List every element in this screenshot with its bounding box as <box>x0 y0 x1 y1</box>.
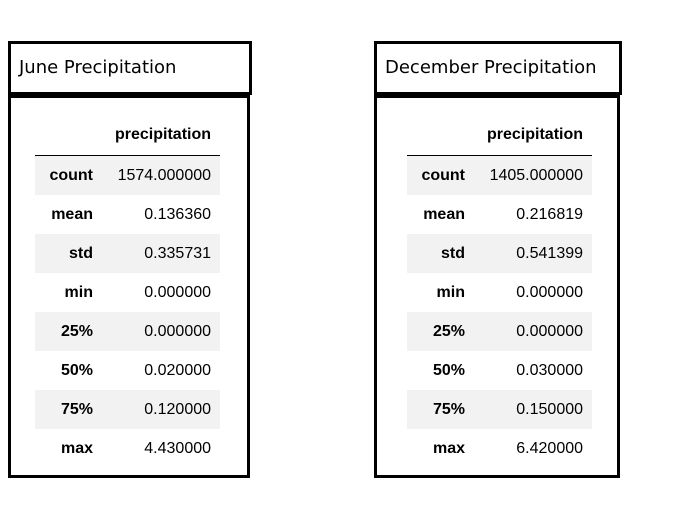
december-row-mean: mean 0.216819 <box>407 195 592 234</box>
june-row-75: 75% 0.120000 <box>35 390 221 429</box>
row-label: std <box>407 234 475 273</box>
row-label: std <box>35 234 103 273</box>
june-stats-table: precipitation count 1574.000000 mean 0.1… <box>35 115 221 468</box>
december-row-count: count 1405.000000 <box>407 155 593 195</box>
row-label: 25% <box>407 312 475 351</box>
row-label: 50% <box>60 361 93 379</box>
december-row-min: min 0.000000 <box>407 273 592 312</box>
december-row-max: max 6.420000 <box>407 429 592 468</box>
row-value: 0.020000 <box>144 361 212 379</box>
row-label: 75% <box>407 390 475 429</box>
december-column-header: precipitation <box>475 115 593 156</box>
june-row-count: count 1574.000000 <box>35 155 221 195</box>
december-row-25: 25% 0.000000 <box>407 312 593 351</box>
row-label: 50% <box>432 361 465 379</box>
row-label: mean <box>423 205 465 223</box>
june-header-row: precipitation <box>35 115 221 156</box>
june-row-25: 25% 0.000000 <box>35 312 221 351</box>
june-row-std: std 0.335731 <box>35 234 221 273</box>
december-row-std: std 0.541399 <box>407 234 593 273</box>
december-stats-table: precipitation count 1405.000000 mean 0.2… <box>407 115 593 468</box>
december-corner-cell <box>407 115 475 156</box>
june-row-max: max 4.430000 <box>35 429 220 468</box>
row-value: 0.000000 <box>516 283 584 301</box>
june-stats-panel: precipitation count 1574.000000 mean 0.1… <box>8 95 250 478</box>
row-value: 6.420000 <box>516 439 584 457</box>
row-label: min <box>436 283 465 301</box>
row-value: 0.120000 <box>103 390 221 429</box>
row-value: 0.136360 <box>144 205 212 223</box>
row-label: min <box>64 283 93 301</box>
row-value: 0.030000 <box>516 361 584 379</box>
row-value: 0.000000 <box>103 312 221 351</box>
row-value: 0.216819 <box>516 205 584 223</box>
june-title-box: June Precipitation <box>8 41 252 95</box>
row-label: 25% <box>35 312 103 351</box>
june-row-mean: mean 0.136360 <box>35 195 220 234</box>
row-value: 0.000000 <box>475 312 593 351</box>
december-title-box: December Precipitation <box>374 41 622 95</box>
row-value: 0.000000 <box>144 283 212 301</box>
june-row-min: min 0.000000 <box>35 273 220 312</box>
row-value: 0.150000 <box>475 390 593 429</box>
december-row-75: 75% 0.150000 <box>407 390 593 429</box>
row-label: 75% <box>35 390 103 429</box>
june-title: June Precipitation <box>19 57 177 78</box>
row-value: 1405.000000 <box>475 155 593 195</box>
row-label: count <box>407 155 475 195</box>
december-header-row: precipitation <box>407 115 593 156</box>
row-label: mean <box>51 205 93 223</box>
row-value: 1574.000000 <box>103 155 221 195</box>
june-column-header: precipitation <box>103 115 221 156</box>
december-stats-panel: precipitation count 1405.000000 mean 0.2… <box>374 95 620 478</box>
row-value: 0.335731 <box>103 234 221 273</box>
row-label: max <box>432 439 465 457</box>
december-row-50: 50% 0.030000 <box>407 351 592 390</box>
row-value: 4.430000 <box>144 439 212 457</box>
row-value: 0.541399 <box>475 234 593 273</box>
december-title: December Precipitation <box>385 57 597 78</box>
row-label: max <box>60 439 93 457</box>
row-label: count <box>35 155 103 195</box>
june-row-50: 50% 0.020000 <box>35 351 220 390</box>
june-corner-cell <box>35 115 103 156</box>
